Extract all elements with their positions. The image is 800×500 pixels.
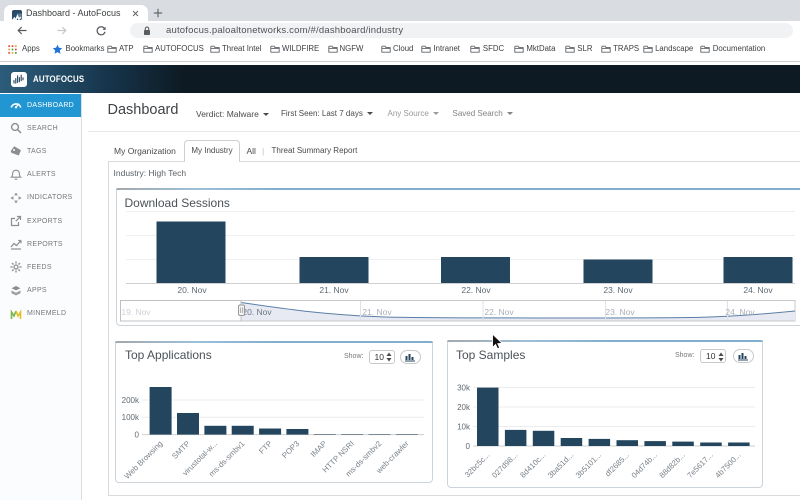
svg-text:SMTP: SMTP — [170, 439, 192, 461]
svg-text:027d98...: 027d98... — [490, 451, 519, 480]
svg-text:3b5101...: 3b5101... — [574, 451, 603, 480]
svg-text:24. Nov: 24. Nov — [725, 307, 755, 317]
svg-text:20. Nov: 20. Nov — [177, 285, 207, 295]
svg-text:32bc5c...: 32bc5c... — [463, 451, 492, 480]
svg-text:23. Nov: 23. Nov — [605, 307, 635, 317]
svg-text:24. Nov: 24. Nov — [743, 285, 773, 295]
svg-text:22. Nov: 22. Nov — [461, 285, 491, 295]
svg-text:POP3: POP3 — [280, 439, 301, 460]
svg-text:4b7500...: 4b7500... — [713, 451, 742, 480]
svg-text:8d410c...: 8d410c... — [518, 451, 547, 480]
svg-text:10k: 10k — [457, 422, 471, 431]
svg-text:0: 0 — [135, 430, 140, 439]
svg-text:21. Nov: 21. Nov — [319, 285, 349, 295]
svg-text:20. Nov: 20. Nov — [242, 307, 272, 317]
svg-text:20k: 20k — [457, 403, 471, 412]
svg-text:FTP: FTP — [257, 439, 274, 456]
svg-text:Web Browsing: Web Browsing — [123, 439, 165, 481]
svg-text:200k: 200k — [122, 396, 140, 405]
svg-text:19. Nov: 19. Nov — [121, 307, 151, 317]
svg-text:df2685...: df2685... — [603, 451, 631, 479]
svg-text:IMAP: IMAP — [309, 439, 329, 459]
svg-text:04d74b...: 04d74b... — [630, 451, 659, 480]
svg-text:3ba51d...: 3ba51d... — [546, 451, 575, 480]
svg-text:30k: 30k — [457, 383, 471, 392]
svg-text:23. Nov: 23. Nov — [603, 285, 633, 295]
svg-text:7e5617...: 7e5617... — [685, 451, 714, 480]
svg-text:22. Nov: 22. Nov — [484, 307, 514, 317]
svg-text:88d82b...: 88d82b... — [658, 451, 687, 480]
svg-text:100k: 100k — [122, 413, 140, 422]
svg-text:0: 0 — [466, 442, 471, 451]
svg-text:21. Nov: 21. Nov — [362, 307, 392, 317]
